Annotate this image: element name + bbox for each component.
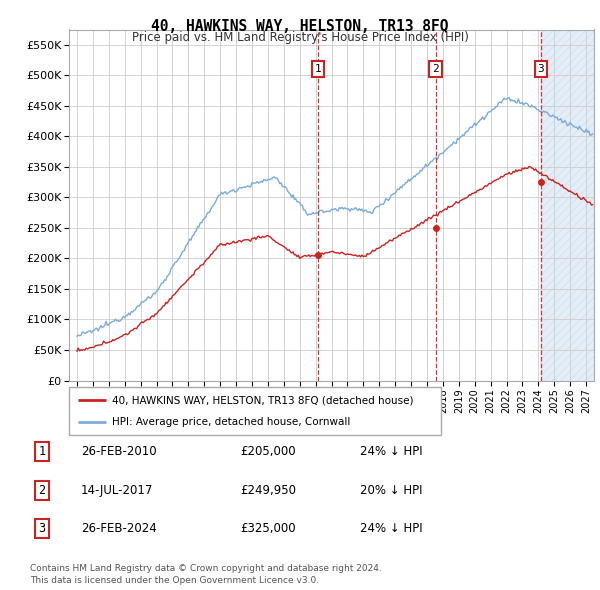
Text: £325,000: £325,000 bbox=[240, 522, 296, 535]
Text: HPI: Average price, detached house, Cornwall: HPI: Average price, detached house, Corn… bbox=[112, 417, 350, 427]
Text: Price paid vs. HM Land Registry's House Price Index (HPI): Price paid vs. HM Land Registry's House … bbox=[131, 31, 469, 44]
Text: 26-FEB-2010: 26-FEB-2010 bbox=[81, 445, 157, 458]
Text: 20% ↓ HPI: 20% ↓ HPI bbox=[360, 484, 422, 497]
Text: 3: 3 bbox=[38, 522, 46, 535]
Text: 14-JUL-2017: 14-JUL-2017 bbox=[81, 484, 154, 497]
Text: £249,950: £249,950 bbox=[240, 484, 296, 497]
Text: 1: 1 bbox=[314, 64, 321, 74]
Text: 24% ↓ HPI: 24% ↓ HPI bbox=[360, 445, 422, 458]
Text: £205,000: £205,000 bbox=[240, 445, 296, 458]
Text: 26-FEB-2024: 26-FEB-2024 bbox=[81, 522, 157, 535]
Text: 2: 2 bbox=[432, 64, 439, 74]
Text: 1: 1 bbox=[38, 445, 46, 458]
Text: 3: 3 bbox=[538, 64, 544, 74]
Bar bbox=[541, 30, 594, 381]
Text: 24% ↓ HPI: 24% ↓ HPI bbox=[360, 522, 422, 535]
Text: Contains HM Land Registry data © Crown copyright and database right 2024.
This d: Contains HM Land Registry data © Crown c… bbox=[30, 564, 382, 585]
Text: 2: 2 bbox=[38, 484, 46, 497]
FancyBboxPatch shape bbox=[69, 387, 441, 435]
Text: 40, HAWKINS WAY, HELSTON, TR13 8FQ: 40, HAWKINS WAY, HELSTON, TR13 8FQ bbox=[151, 19, 449, 34]
Text: 40, HAWKINS WAY, HELSTON, TR13 8FQ (detached house): 40, HAWKINS WAY, HELSTON, TR13 8FQ (deta… bbox=[112, 395, 413, 405]
